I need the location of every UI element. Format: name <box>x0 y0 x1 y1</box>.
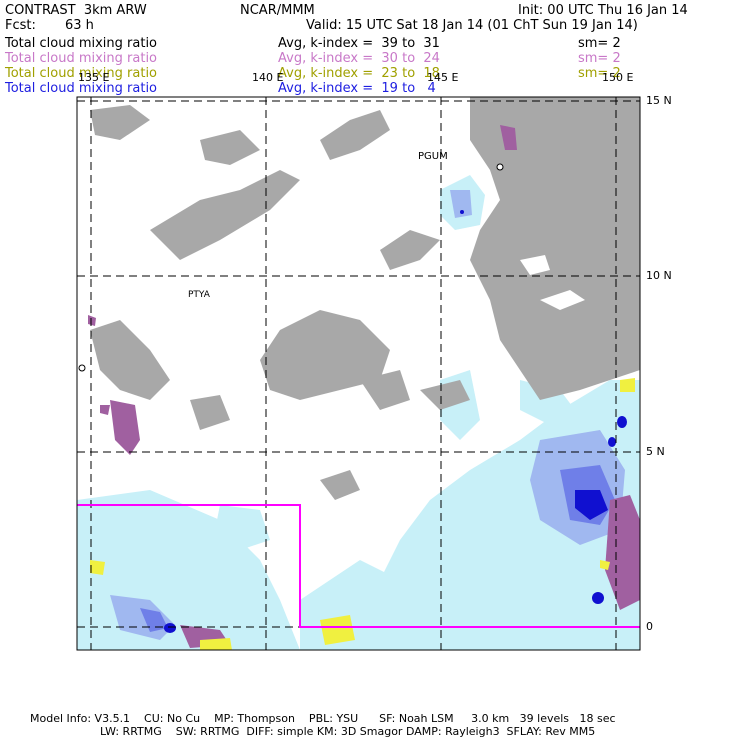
legend-field-2: Total cloud mixing ratio <box>5 51 158 66</box>
forecast-hours: 63 h <box>65 18 94 33</box>
lat-label-15n: 15 N <box>646 94 672 107</box>
legend-stat-2: Avg, k-index = 30 to 24 <box>278 51 440 66</box>
lat-label-10n: 10 N <box>646 269 672 282</box>
legend-field-1: Total cloud mixing ratio <box>5 36 158 51</box>
lon-label-140e: 140 E <box>252 71 284 84</box>
station-ptya: PTYA <box>188 290 210 300</box>
lon-label-150e: 150 E <box>602 71 634 84</box>
org-label: NCAR/MMM <box>240 3 315 18</box>
yellow-cloud-areas <box>90 378 635 650</box>
lat-label-0: 0 <box>646 620 653 633</box>
init-time: Init: 00 UTC Thu 16 Jan 14 <box>518 3 688 18</box>
core-cloud-areas <box>164 210 627 633</box>
legend-sm-3: sm= 2 <box>578 66 621 81</box>
valid-time: Valid: 15 UTC Sat 18 Jan 14 (01 ChT Sun … <box>306 18 638 33</box>
lon-label-145e: 145 E <box>427 71 459 84</box>
nested-domain-outline <box>77 504 640 628</box>
legend-stat-4: Avg, k-index = 19 to 4 <box>278 81 436 96</box>
legend-sm-1: sm= 2 <box>578 36 621 51</box>
lat-label-5n: 5 N <box>646 445 665 458</box>
forecast-label: Fcst: <box>5 18 36 33</box>
legend-field-4: Total cloud mixing ratio <box>5 81 158 96</box>
legend-stat-3: Avg, k-index = 23 to 18 <box>278 66 440 81</box>
high-cloud-areas <box>90 97 640 500</box>
model-info-line1: Model Info: V3.5.1 CU: No Cu MP: Thompso… <box>30 712 616 725</box>
legend-field-3: Total cloud mixing ratio <box>5 66 158 81</box>
legend-stat-1: Avg, k-index = 39 to 31 <box>278 36 440 51</box>
pgum-marker <box>496 163 504 171</box>
lon-label-135e: 135 E <box>78 71 110 84</box>
model-title: CONTRAST 3km ARW <box>5 3 147 18</box>
station-pgum: PGUM <box>418 151 448 162</box>
legend-sm-2: sm= 2 <box>578 51 621 66</box>
model-info-line2: LW: RRTMG SW: RRTMG DIFF: simple KM: 3D … <box>100 725 596 738</box>
